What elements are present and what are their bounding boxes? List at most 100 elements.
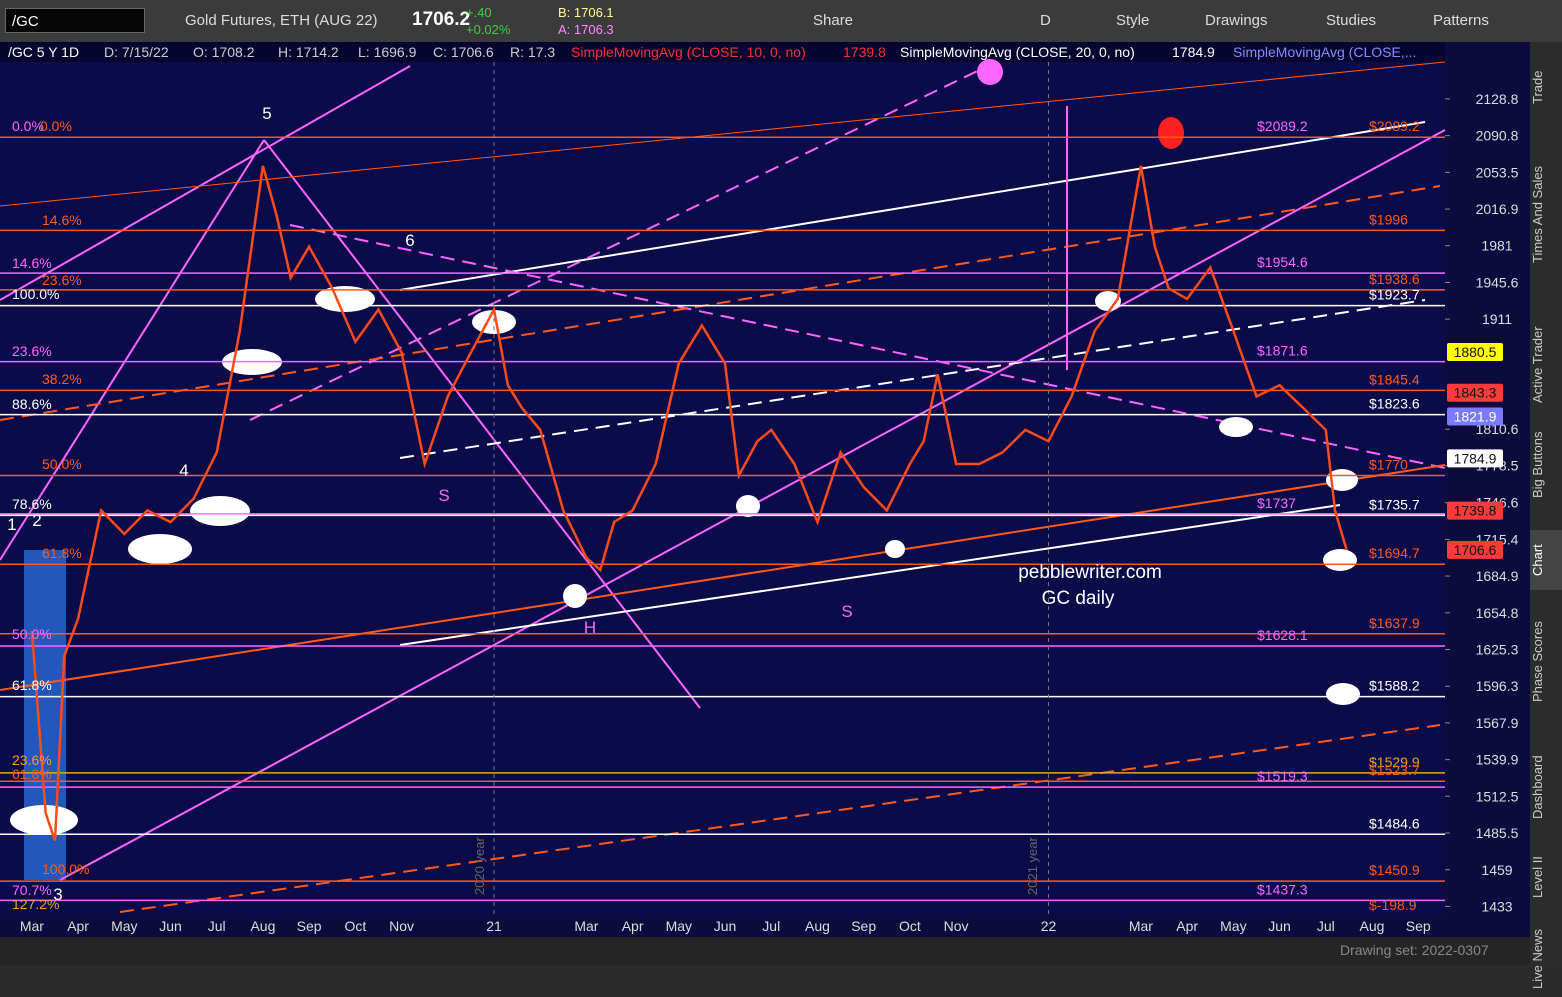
sidebar-tab[interactable]: Big Buttons	[1530, 431, 1545, 498]
level-label: $1938.6	[1369, 271, 1420, 287]
legend-item: D: 7/15/22	[104, 44, 169, 60]
trend-line	[0, 65, 411, 301]
wave-label: S	[841, 602, 852, 621]
fib-label: 0.0%	[12, 118, 44, 134]
x-tick-label: Apr	[1176, 918, 1198, 934]
last-price: 1706.2	[412, 9, 471, 30]
style-button[interactable]: Style	[1116, 12, 1150, 29]
sidebar-tab[interactable]: Chart	[1530, 530, 1562, 590]
marker	[190, 496, 250, 526]
y-tick-label: 2016.9	[1476, 201, 1519, 217]
price-badge	[1447, 449, 1503, 468]
watermark: GC daily	[1042, 588, 1115, 609]
y-tick-label: 2128.8	[1476, 91, 1519, 107]
marker	[885, 540, 905, 558]
fib-label: 14.6%	[42, 212, 82, 228]
year-label: 2020 year	[472, 837, 487, 895]
fib-label: 100.0%	[12, 286, 59, 302]
level-label: $2089.2	[1257, 118, 1308, 134]
level-label: $1735.7	[1369, 496, 1420, 512]
price-badge	[1447, 540, 1503, 559]
trend-line	[399, 504, 1341, 646]
sidebar-tab[interactable]: Active Trader	[1530, 326, 1545, 403]
y-tick-label: 1981	[1481, 238, 1512, 254]
marker	[128, 534, 192, 564]
marker	[563, 584, 587, 608]
x-tick-label: Mar	[20, 918, 44, 934]
marker	[1326, 683, 1360, 705]
chart: /GC 5 Y 1D D: 7/15/22 O: 1708.2 H: 1714.2 L:…	[0, 42, 1530, 937]
patterns-button[interactable]: Patterns	[1433, 12, 1489, 29]
description: Gold Futures, ETH (AUG 22)	[185, 12, 378, 29]
level-label: $1588.2	[1369, 678, 1420, 694]
x-tick-label: Jul	[208, 918, 226, 934]
level-label: $1923.7	[1369, 287, 1420, 303]
level-label: $2089.2	[1369, 118, 1420, 134]
toolbar: /GC Gold Futures, ETH (AUG 22) 1706.2 +.…	[0, 0, 1562, 43]
sidebar-tab[interactable]: Trade	[1530, 70, 1545, 104]
x-tick-label: Nov	[944, 918, 969, 934]
level-label: $1737	[1257, 495, 1296, 511]
fib-label: 14.6%	[12, 255, 52, 271]
trend-line	[249, 64, 991, 421]
legend-item: R: 17.3	[510, 44, 555, 60]
x-tick-label: May	[1220, 918, 1246, 934]
legend-item: SimpleMovingAvg (CLOSE, 20, 0, no)	[900, 44, 1135, 60]
level-label: $1996	[1369, 211, 1408, 227]
wave-label: 5	[262, 104, 271, 123]
marker	[1323, 549, 1357, 571]
x-tick-label: Sep	[297, 918, 322, 934]
x-tick-label: Apr	[67, 918, 89, 934]
legend-item: O: 1708.2	[193, 44, 255, 60]
y-tick-label: 1567.9	[1476, 715, 1519, 731]
x-tick-label: Aug	[1360, 918, 1385, 934]
level-label: $1770	[1369, 457, 1408, 473]
legend-item: 1784.9	[1172, 44, 1215, 60]
x-tick-label: Apr	[622, 918, 644, 934]
trend-line	[0, 139, 265, 561]
sidebar-tab[interactable]: Phase Scores	[1530, 621, 1545, 703]
price-line	[30, 165, 1348, 842]
level-label: $1637.9	[1369, 615, 1420, 631]
fib-label: 38.2%	[42, 371, 82, 387]
x-tick-label: Aug	[250, 918, 275, 934]
x-tick-label: Oct	[899, 918, 921, 934]
symbol-box[interactable]: /GC	[5, 8, 145, 33]
price-badge-label: 1739.8	[1454, 503, 1497, 519]
x-tick-label: 22	[1041, 918, 1057, 934]
x-tick-label: Jul	[1317, 918, 1335, 934]
sidebar-tab[interactable]: Times And Sales	[1530, 165, 1545, 264]
level-label: $1529.9	[1369, 754, 1420, 770]
legend-item: /GC 5 Y 1D	[8, 44, 79, 60]
level-label: $1519.3	[1257, 768, 1308, 784]
sidebar-tab[interactable]: Level II	[1530, 856, 1545, 898]
level-label: $1484.6	[1369, 815, 1420, 831]
x-tick-label: Oct	[344, 918, 366, 934]
y-tick-label: 1654.8	[1476, 605, 1519, 621]
legend-item: SimpleMovingAvg (CLOSE,...	[1233, 44, 1416, 60]
wave-label: 2	[32, 511, 41, 530]
sidebar-tab[interactable]: Live News	[1530, 929, 1545, 990]
fib-label: 50.0%	[42, 456, 82, 472]
legend-bg	[0, 42, 1445, 62]
sidebar-tab[interactable]: Dashboard	[1530, 755, 1545, 819]
x-tick-label: Mar	[574, 918, 598, 934]
legend-item: 1739.8	[843, 44, 886, 60]
trend-line	[0, 61, 1446, 207]
wave-label: 3	[53, 885, 62, 904]
y-tick-label: 1459	[1481, 862, 1512, 878]
x-tick-label: Jul	[762, 918, 780, 934]
fib-label: 78.6%	[12, 496, 52, 512]
share-button[interactable]: Share	[813, 12, 854, 29]
change: +.40	[466, 5, 492, 20]
studies-button[interactable]: Studies	[1326, 12, 1377, 29]
fib-label: 61.8%	[42, 545, 82, 561]
wave-label: 1	[7, 515, 16, 534]
drawings-button[interactable]: Drawings	[1205, 12, 1268, 29]
y-tick-label: 1539.9	[1476, 752, 1519, 768]
period-button[interactable]: D	[1040, 12, 1051, 29]
level-label: $1437.3	[1257, 881, 1308, 897]
legend-item: L: 1696.9	[358, 44, 417, 60]
x-tick-label: Jun	[159, 918, 182, 934]
level-label: $1523.7	[1369, 762, 1420, 778]
